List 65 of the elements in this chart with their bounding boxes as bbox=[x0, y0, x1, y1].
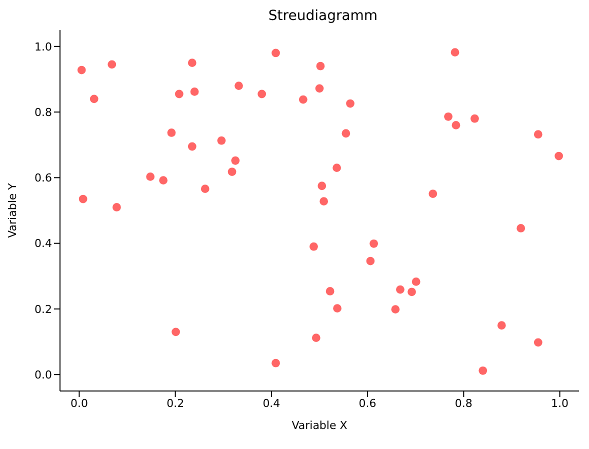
point bbox=[174, 90, 184, 98]
point bbox=[298, 95, 308, 104]
point bbox=[534, 130, 542, 139]
point bbox=[272, 358, 280, 368]
point bbox=[234, 82, 243, 90]
point bbox=[167, 128, 176, 137]
point bbox=[77, 66, 86, 74]
point bbox=[554, 152, 564, 160]
point bbox=[391, 305, 400, 314]
y-tick-label: 0.0 bbox=[34, 368, 52, 382]
point bbox=[346, 99, 354, 108]
x-tick-label: 1.0 bbox=[551, 396, 569, 410]
point bbox=[370, 239, 378, 248]
point bbox=[342, 129, 350, 138]
point bbox=[450, 48, 460, 57]
y-tick-label: 0.2 bbox=[34, 302, 52, 316]
point bbox=[159, 176, 168, 185]
point bbox=[408, 288, 416, 296]
point bbox=[366, 256, 375, 266]
point bbox=[332, 164, 341, 172]
point bbox=[497, 321, 506, 330]
point bbox=[478, 366, 488, 375]
point bbox=[444, 112, 452, 121]
point bbox=[108, 60, 116, 69]
point bbox=[452, 120, 460, 130]
point bbox=[326, 287, 334, 296]
point bbox=[428, 190, 438, 198]
point bbox=[200, 184, 210, 194]
point bbox=[258, 90, 266, 98]
point bbox=[516, 224, 526, 232]
point bbox=[190, 88, 199, 96]
point bbox=[78, 194, 88, 204]
point bbox=[534, 338, 542, 347]
point bbox=[188, 142, 196, 151]
chart-title: Streudiagramm bbox=[267, 8, 379, 26]
point bbox=[188, 58, 196, 68]
point bbox=[318, 182, 326, 190]
point bbox=[333, 304, 342, 312]
y-axis-title: Variable Y bbox=[6, 182, 19, 238]
y-tick-label: 0.8 bbox=[34, 106, 52, 119]
y-tick-label: 0.4 bbox=[34, 237, 52, 250]
point bbox=[228, 168, 236, 176]
point bbox=[396, 285, 404, 294]
x-tick-label: 0.0 bbox=[70, 396, 88, 410]
point bbox=[231, 156, 240, 165]
y-tick-label: 1.0 bbox=[34, 40, 52, 54]
point bbox=[412, 278, 420, 286]
point bbox=[470, 114, 479, 123]
point bbox=[272, 48, 280, 58]
x-tick-label: 0.4 bbox=[262, 396, 280, 410]
point bbox=[172, 328, 180, 336]
point bbox=[312, 334, 320, 342]
x-axis-title: Variable X bbox=[292, 418, 348, 432]
point bbox=[310, 242, 318, 251]
x-tick-label: 0.2 bbox=[166, 396, 184, 410]
point bbox=[90, 94, 98, 104]
point bbox=[315, 84, 324, 93]
point bbox=[320, 197, 328, 206]
x-tick-label: 0.8 bbox=[454, 396, 472, 410]
point bbox=[146, 172, 155, 181]
y-tick-label: 0.6 bbox=[34, 172, 52, 185]
point bbox=[112, 203, 121, 212]
point bbox=[316, 62, 325, 70]
point bbox=[217, 136, 226, 145]
x-tick-label: 0.6 bbox=[358, 396, 376, 410]
